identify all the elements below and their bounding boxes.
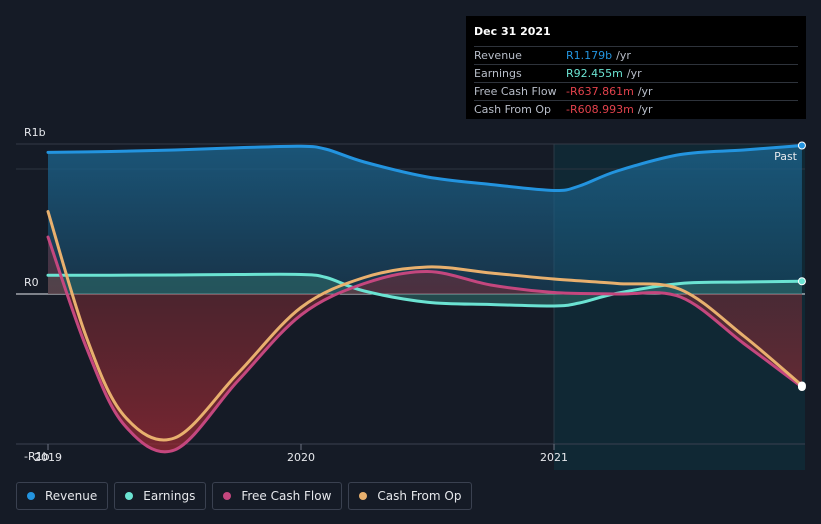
tooltip-unit: /yr [626, 67, 642, 80]
tooltip-value: R92.455m [566, 67, 623, 80]
tooltip-label: Free Cash Flow [474, 85, 557, 98]
legend-label: Revenue [45, 489, 98, 503]
past-label: Past [774, 150, 798, 163]
free-cash-flow-dot-icon [223, 492, 232, 500]
tooltip: Dec 31 2021 Revenue R1.179b /yr Earnings… [466, 16, 806, 119]
y-tick-label: -R1b [24, 450, 50, 463]
cash-from-op-line [46, 210, 804, 442]
x-tick-label: 2019 [34, 451, 62, 464]
tooltip-row-free-cash-flow: Free Cash Flow -R637.861m /yr [474, 83, 798, 101]
tooltip-value: -R608.993m [566, 103, 634, 116]
revenue-end-marker [797, 141, 806, 150]
y-tick-label: R0 [24, 276, 39, 289]
tooltip-row-cash-from-op: Cash From Op -R608.993m /yr [474, 101, 798, 118]
legend-label: Earnings [143, 489, 196, 503]
tooltip-row-revenue: Revenue R1.179b /yr [474, 47, 798, 65]
tooltip-unit: /yr [637, 103, 653, 116]
legend-item-earnings[interactable]: Earnings [114, 482, 207, 510]
revenue-area [48, 145, 802, 294]
legend-label: Cash From Op [377, 489, 462, 503]
legend-item-free-cash-flow[interactable]: Free Cash Flow [212, 482, 343, 510]
tooltip-date: Dec 31 2021 [474, 24, 798, 47]
earnings-dot-icon [125, 492, 134, 500]
tooltip-label: Earnings [474, 67, 522, 80]
tooltip-value: -R637.861m [566, 85, 634, 98]
x-tick-label: 2020 [287, 451, 315, 464]
free-cash-flow-line [46, 235, 804, 454]
earnings-area [48, 274, 802, 307]
legend: Revenue Earnings Free Cash Flow Cash Fro… [16, 482, 473, 512]
tooltip-unit: /yr [616, 49, 631, 62]
y-tick-label: R1b [24, 126, 46, 139]
legend-label: Free Cash Flow [241, 489, 332, 503]
revenue-line [46, 144, 804, 193]
earnings-end-marker [797, 277, 806, 286]
legend-item-cash-from-op[interactable]: Cash From Op [348, 482, 473, 510]
legend-item-revenue[interactable]: Revenue [16, 482, 109, 510]
cash-from-op-end-marker [797, 381, 806, 390]
tooltip-label: Cash From Op [474, 103, 552, 116]
tooltip-label: Revenue [474, 49, 522, 62]
tooltip-unit: /yr [637, 85, 653, 98]
tooltip-value: R1.179b [566, 49, 613, 62]
tooltip-row-earnings: Earnings R92.455m /yr [474, 65, 798, 83]
cash-from-op-dot-icon [359, 492, 368, 500]
free-cash-flow-area [48, 237, 802, 452]
revenue-dot-icon [27, 492, 35, 500]
x-tick-label: 2021 [540, 451, 568, 464]
